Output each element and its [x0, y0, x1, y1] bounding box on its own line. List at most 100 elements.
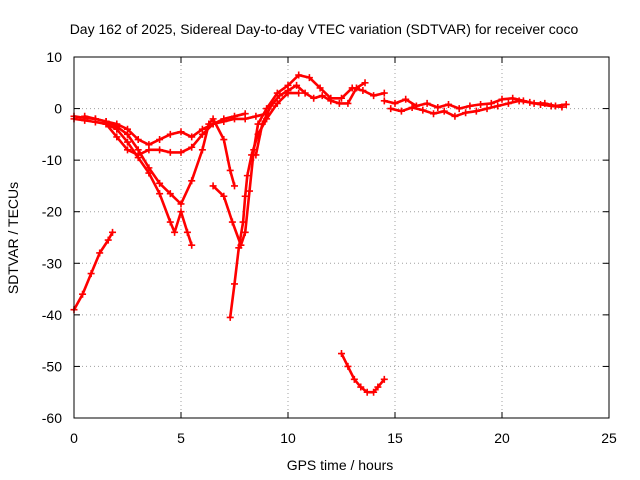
- data-point: [483, 105, 491, 113]
- data-point: [380, 89, 388, 97]
- data-point: [387, 105, 395, 113]
- data-point: [361, 79, 369, 87]
- data-point: [243, 172, 251, 180]
- data-point: [284, 87, 292, 95]
- x-tick-label: 5: [177, 430, 185, 446]
- data-point: [124, 125, 131, 133]
- data-point: [305, 74, 313, 82]
- data-point: [145, 146, 153, 154]
- x-tick-label: 25: [601, 430, 617, 446]
- data-point: [419, 106, 427, 114]
- x-tick-label: 10: [280, 430, 296, 446]
- data-point: [515, 97, 523, 105]
- data-point: [487, 99, 495, 107]
- data-point: [220, 136, 228, 144]
- data-point: [241, 192, 249, 200]
- data-point: [408, 104, 416, 112]
- data-point: [273, 99, 281, 107]
- chart-title: Day 162 of 2025, Sidereal Day-to-day VTE…: [70, 21, 579, 37]
- data-point: [455, 105, 463, 113]
- data-point: [338, 94, 345, 102]
- data-point: [228, 218, 236, 226]
- series-arc-1: [70, 228, 117, 314]
- series-line: [228, 91, 301, 319]
- data-point: [134, 136, 142, 144]
- data-point: [231, 182, 238, 190]
- data-point: [156, 146, 164, 154]
- data-point: [380, 375, 388, 383]
- plot-frame: [73, 56, 610, 419]
- data-point: [350, 375, 358, 383]
- data-point: [198, 130, 206, 138]
- data-point: [188, 177, 196, 185]
- x-axis-title: GPS time / hours: [287, 457, 394, 473]
- data-point: [102, 120, 110, 128]
- y-tick-label: -50: [42, 358, 62, 374]
- data-point: [562, 100, 570, 108]
- y-tick-label: -10: [42, 152, 62, 168]
- data-point: [430, 110, 438, 118]
- data-point: [462, 109, 470, 117]
- data-point: [124, 146, 131, 154]
- series-arc-9: [338, 350, 388, 396]
- data-point: [226, 166, 234, 174]
- data-point: [402, 95, 410, 103]
- data-series: [70, 71, 570, 396]
- data-point: [537, 100, 545, 108]
- data-point: [241, 228, 249, 236]
- data-point: [109, 228, 117, 236]
- data-point: [156, 190, 164, 198]
- y-tick-labels: 10 0 -10 -20 -30 -40 -50 -60: [42, 49, 62, 426]
- data-point: [301, 89, 309, 97]
- data-point: [316, 84, 324, 92]
- data-point: [198, 146, 206, 154]
- data-point: [370, 92, 378, 100]
- series-arc-6: [226, 89, 303, 321]
- data-point: [104, 236, 112, 244]
- data-point: [91, 115, 99, 123]
- data-point: [391, 99, 399, 107]
- data-point: [241, 110, 249, 118]
- data-point: [113, 133, 121, 141]
- y-tick-label: 10: [46, 49, 62, 65]
- data-point: [547, 102, 555, 110]
- data-point: [504, 99, 512, 107]
- data-point: [295, 71, 303, 79]
- data-point: [87, 270, 95, 278]
- data-point: [310, 94, 318, 102]
- data-point: [209, 120, 217, 128]
- data-point: [451, 112, 459, 120]
- data-point: [357, 383, 365, 391]
- data-point: [166, 190, 174, 198]
- data-point: [237, 241, 245, 249]
- data-point: [370, 388, 378, 396]
- data-point: [445, 100, 452, 108]
- data-point: [177, 148, 185, 156]
- data-point: [374, 383, 382, 391]
- series-arc-5: [102, 110, 249, 159]
- data-point: [338, 350, 345, 358]
- data-point: [231, 280, 238, 288]
- x-tick-label: 20: [494, 430, 510, 446]
- data-point: [440, 107, 448, 115]
- y-tick-label: -40: [42, 307, 62, 323]
- data-point: [293, 81, 301, 89]
- series-arc-8: [252, 79, 369, 159]
- data-point: [166, 130, 174, 138]
- data-point: [134, 151, 142, 159]
- data-point: [231, 112, 238, 120]
- y-tick-label: -30: [42, 255, 62, 271]
- data-point: [209, 182, 217, 190]
- data-point: [295, 89, 303, 97]
- data-point: [352, 84, 360, 92]
- data-point: [220, 192, 228, 200]
- data-point: [397, 107, 405, 115]
- data-point: [226, 313, 234, 321]
- data-point: [359, 87, 367, 95]
- data-point: [267, 102, 275, 110]
- data-point: [558, 103, 566, 111]
- x-tick-label: 0: [70, 430, 78, 446]
- data-point: [252, 112, 260, 120]
